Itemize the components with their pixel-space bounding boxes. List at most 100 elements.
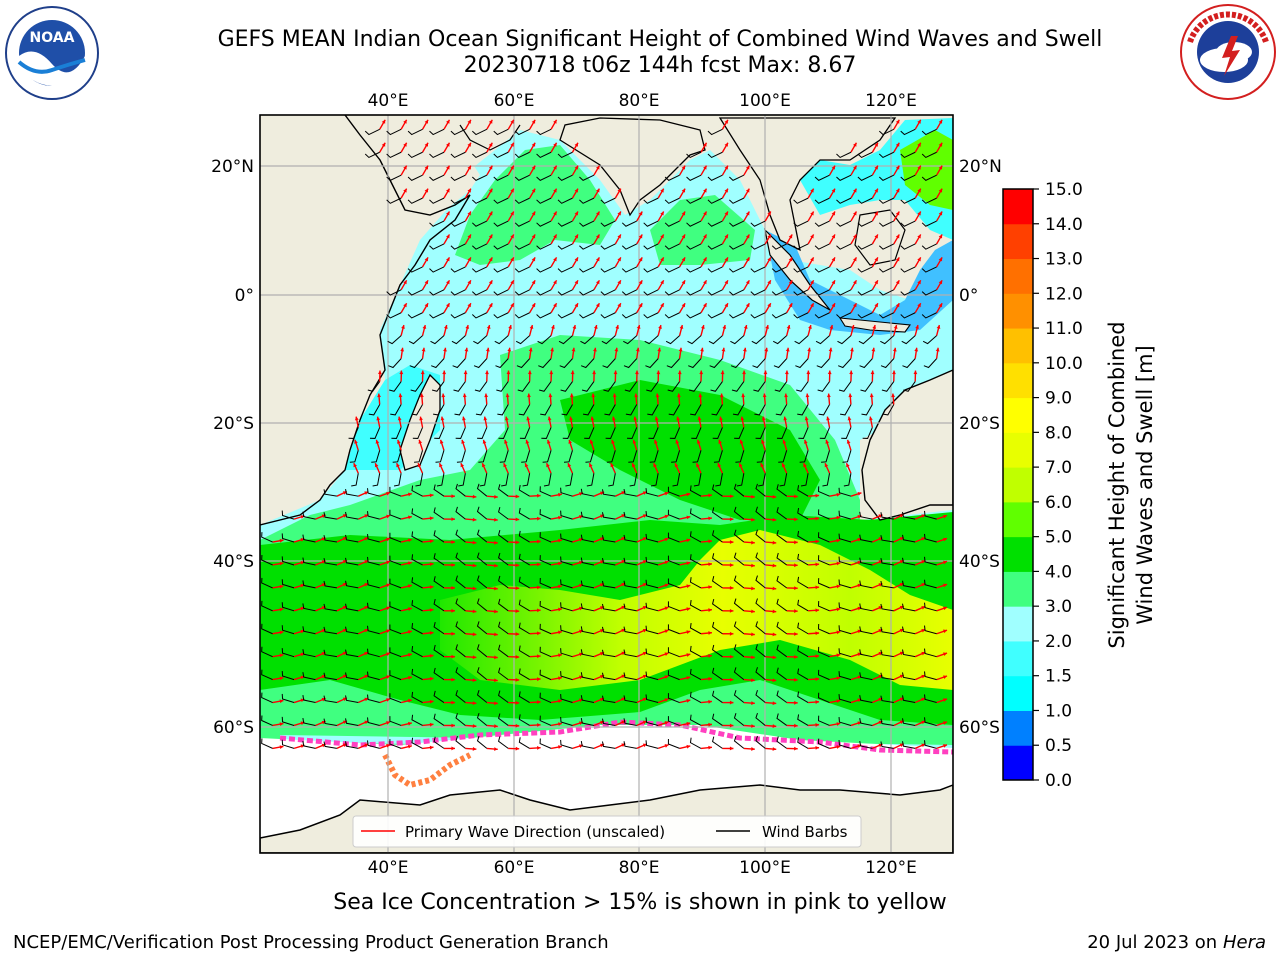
wind-barb	[601, 741, 616, 749]
wind-barb	[323, 718, 337, 726]
wind-barb	[797, 668, 809, 681]
wind-barb	[604, 404, 616, 416]
wave-direction-arrowhead	[794, 700, 798, 705]
colorbar-tick-label: 4.0	[1045, 562, 1072, 582]
wave-direction-arrowhead	[722, 325, 727, 329]
colorbar-tick-label: 6.0	[1045, 493, 1072, 513]
wave-direction-arrowhead	[895, 280, 900, 285]
wind-barb	[712, 644, 723, 658]
wave-direction-arrowhead	[807, 347, 812, 352]
wave-direction-arrowhead	[610, 463, 615, 468]
wind-barb	[664, 174, 680, 181]
wind-barb	[755, 575, 766, 589]
wave-direction-arrowhead	[681, 165, 686, 170]
wave-direction-arrowhead	[642, 651, 647, 656]
wave-direction-arrowhead	[537, 585, 541, 590]
wave-direction-arrowhead	[810, 303, 814, 308]
wave-direction-arrowhead	[681, 188, 686, 193]
wind-barb	[797, 507, 809, 520]
wind-barb	[411, 737, 423, 749]
wave-direction-arrowhead	[642, 743, 647, 748]
wind-barb	[771, 289, 787, 296]
wind-barb	[710, 381, 723, 392]
wave-direction-arrowhead	[815, 493, 820, 498]
wind-barb	[707, 312, 723, 319]
wave-direction-arrowhead	[664, 514, 669, 519]
wave-direction-arrowhead	[751, 517, 755, 522]
wind-barb	[372, 473, 381, 487]
colorbar-segment	[1003, 571, 1033, 607]
wind-barb	[601, 603, 616, 612]
wind-barb	[841, 427, 852, 439]
wind-barb	[563, 450, 573, 463]
wave-direction-arrowhead	[729, 700, 734, 705]
wind-barb	[493, 289, 509, 296]
wave-direction-arrowhead	[424, 280, 429, 285]
wind-barb	[367, 671, 380, 681]
wave-direction-arrowhead	[617, 257, 621, 262]
wave-direction-arrowhead	[485, 370, 489, 375]
wind-barb	[924, 625, 937, 635]
wind-barb	[817, 509, 830, 520]
wave-direction-arrowhead	[874, 303, 878, 308]
wind-barb	[389, 601, 402, 612]
wave-direction-arrowhead	[488, 303, 493, 308]
wind-barb	[664, 197, 680, 204]
wind-barb	[518, 599, 530, 612]
wind-barb	[560, 556, 573, 566]
wind-barb	[795, 358, 809, 369]
wave-direction-arrowhead	[943, 698, 948, 702]
colorbar-tick-label: 0.0	[1045, 771, 1072, 791]
wave-direction-arrowhead	[921, 651, 926, 656]
wave-direction-arrowhead	[815, 585, 820, 590]
wave-direction-arrowhead	[891, 393, 896, 398]
wind-barb	[433, 667, 445, 681]
wind-barb	[838, 510, 852, 520]
wave-direction-arrowhead	[642, 560, 647, 564]
wind-barb	[514, 312, 530, 319]
wind-barb	[514, 151, 530, 159]
wind-barb	[476, 712, 488, 726]
wave-direction-arrowhead	[634, 393, 639, 398]
wave-direction-arrowhead	[892, 370, 896, 375]
wind-barb	[878, 220, 894, 227]
wind-barb	[776, 690, 787, 703]
legend-label-wind-barbs: Wind Barbs	[762, 823, 848, 841]
wave-direction-arrowhead	[745, 303, 750, 308]
wave-direction-arrowhead	[515, 677, 520, 682]
wave-direction-arrowhead	[617, 211, 621, 216]
wind-barb	[429, 128, 445, 136]
wind-barb	[755, 644, 766, 658]
wind-barb	[667, 486, 680, 497]
wave-direction-arrowhead	[917, 119, 921, 124]
wave-direction-arrowhead	[401, 325, 405, 329]
wind-barb	[645, 488, 659, 497]
wind-barb	[281, 602, 295, 612]
wind-barb	[455, 552, 466, 566]
wave-direction-arrowhead	[772, 494, 777, 499]
wave-direction-arrowhead	[424, 188, 429, 193]
wind-barb	[773, 358, 788, 369]
wind-barb	[602, 358, 616, 369]
wind-barb	[455, 598, 466, 612]
wave-direction-arrowhead	[935, 347, 940, 352]
wind-barb	[539, 669, 552, 681]
wind-barb	[665, 335, 680, 345]
wave-direction-arrowhead	[836, 699, 841, 703]
wave-direction-arrowhead	[472, 609, 477, 614]
wind-barb	[608, 473, 616, 487]
wind-barb	[730, 358, 745, 369]
wave-direction-arrowhead	[805, 393, 810, 398]
wave-direction-arrowhead	[874, 142, 878, 147]
wind-barb	[433, 530, 445, 543]
wind-barb	[921, 312, 937, 319]
wind-barb	[411, 508, 423, 520]
wind-barb	[796, 381, 809, 392]
wave-direction-arrowhead	[553, 188, 557, 193]
wave-direction-arrowhead	[553, 280, 557, 285]
lon-tick-bottom: 120°E	[865, 858, 917, 878]
wind-barb	[261, 738, 273, 749]
wave-direction-arrowhead	[724, 303, 728, 308]
wind-barb	[518, 668, 530, 681]
colorbar-tick-label: 1.5	[1045, 667, 1072, 687]
